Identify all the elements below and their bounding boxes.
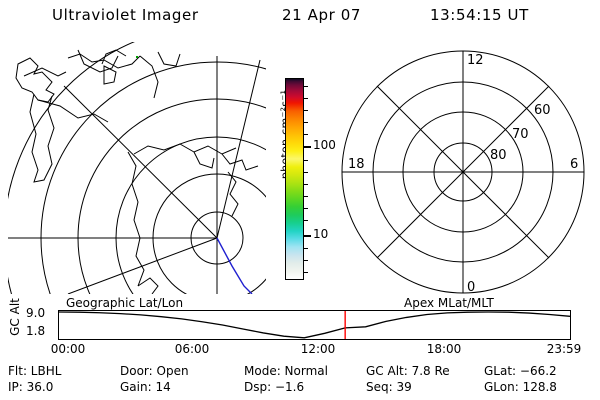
mlt-dial-labels: 12 6 0 18 [348,53,578,294]
mlt-spokes [342,51,584,293]
colorbar-tick [303,184,308,185]
colorbar-tick [303,172,308,173]
instrument-title: Ultraviolet Imager [52,6,199,24]
observation-time: 13:54:15 UT [430,6,529,24]
apex-mlt-dial-svg: 12 6 0 18 60 70 80 [341,50,585,294]
status-glon: GLon: 128.8 [484,380,557,394]
mlt-label-0: 0 [467,280,475,294]
mlt-label-6: 6 [570,157,578,172]
colorbar-tick [303,272,308,273]
colorbar-tick [303,122,308,123]
status-glat: GLat: −66.2 [484,364,557,378]
mlt-label-12: 12 [467,53,484,68]
mlt-label-18: 18 [348,157,365,172]
mlt-latitude-labels: 60 70 80 [490,103,551,163]
colorbar-tick [303,86,308,87]
geo-meridians [8,56,261,294]
time-tick-1: 06:00 [174,342,210,356]
status-mode: Mode: Normal [244,364,328,378]
status-door: Door: Open [120,364,189,378]
time-tick-0: 00:00 [50,342,86,356]
apex-panel-caption: Apex MLat/MLT [404,296,494,310]
status-flt: Flt: LBHL [8,364,62,378]
status-row-2: IP: 36.0 Gain: 14 Dsp: −1.6 Seq: 39 GLon… [0,380,600,396]
status-block: Flt: LBHL Door: Open Mode: Normal GC Alt… [0,364,600,398]
apex-mlt-dial-panel[interactable]: 12 6 0 18 60 70 80 [334,42,592,294]
geo-marker-dot [136,56,138,58]
colorbar-label-10: 10 [313,227,329,241]
colorbar-tick [303,260,308,261]
observation-date: 21 Apr 07 [282,6,362,24]
geo-terminator-line [216,237,253,294]
mlt-lat-label-60: 60 [534,103,551,118]
strip-plot-trace-svg [59,311,570,339]
status-dsp: Dsp: −1.6 [244,380,305,394]
colorbar-tick [303,98,308,99]
time-tick-3: 18:00 [426,342,462,356]
colorbar-tick-major [303,235,311,237]
geographic-map-svg [8,42,266,294]
strip-plot-y-tick-bottom: 1.8 [26,324,46,338]
strip-plot-y-tick-top: 9.0 [26,306,46,320]
colorbar-group: photon cm⁻²s⁻¹ 100 10 [262,50,336,295]
time-tick-2: 12:00 [300,342,336,356]
mlt-lat-label-80: 80 [490,148,507,163]
geographic-panel-caption: Geographic Lat/Lon [66,296,184,310]
colorbar-tick [303,220,308,221]
status-gc-alt: GC Alt: 7.8 Re [366,364,450,378]
geo-coastlines [15,49,259,294]
gc-alt-strip-plot[interactable]: GC Alt 9.0 1.8 Geographic Lat/Lon Apex M… [0,296,600,356]
colorbar-tick-major [303,146,311,148]
status-seq: Seq: 39 [366,380,412,394]
strip-plot-frame [58,310,571,340]
colorbar-tick [303,160,308,161]
status-ip: IP: 36.0 [8,380,54,394]
status-row-1: Flt: LBHL Door: Open Mode: Normal GC Alt… [0,364,600,380]
time-axis: 00:00 06:00 12:00 18:00 23:59 [0,342,600,358]
colorbar-label-100: 100 [313,138,336,152]
colorbar-tick [303,110,308,111]
colorbar-tick [303,248,308,249]
gc-alt-trace [59,311,570,339]
colorbar-tick [303,208,308,209]
time-tick-4: 23:59 [546,342,582,356]
status-gain: Gain: 14 [120,380,171,394]
header-bar: Ultraviolet Imager 21 Apr 07 13:54:15 UT [0,6,600,30]
colorbar-gradient [285,78,304,280]
colorbar-tick [303,196,308,197]
colorbar-tick [303,134,308,135]
mlt-lat-label-70: 70 [512,127,529,142]
geographic-map-panel[interactable] [8,42,266,294]
strip-plot-y-axis-title: GC Alt [8,298,22,336]
